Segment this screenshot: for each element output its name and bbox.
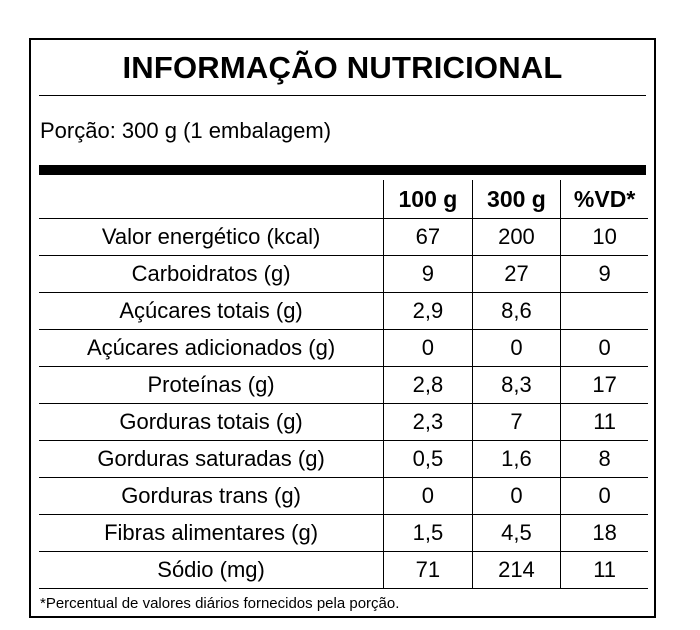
table-row: Gorduras totais (g) 2,3 7 11: [39, 403, 648, 441]
label-title: INFORMAÇÃO NUTRICIONAL: [122, 50, 563, 85]
nutrition-facts-label: INFORMAÇÃO NUTRICIONAL Porção: 300 g (1 …: [29, 38, 656, 618]
value-percent-dv: 0: [560, 329, 648, 367]
value-percent-dv: 8: [560, 440, 648, 478]
column-header-300g: 300 g: [471, 180, 561, 219]
value-percent-dv: [560, 292, 648, 330]
title-divider: [39, 95, 646, 96]
thick-divider: [39, 165, 646, 175]
value-per-300g: 0: [471, 477, 561, 515]
value-per-300g: 8,6: [471, 292, 561, 330]
value-per-100g: 9: [383, 255, 473, 293]
table-row: Sódio (mg) 71 214 11: [39, 551, 648, 589]
value-percent-dv: 0: [560, 477, 648, 515]
value-percent-dv: 11: [560, 403, 648, 441]
value-percent-dv: 10: [560, 218, 648, 256]
nutrient-name: Valor energético (kcal): [39, 218, 384, 256]
column-header-vd: %VD*: [560, 180, 648, 219]
value-per-100g: 0: [383, 329, 473, 367]
value-per-300g: 4,5: [471, 514, 561, 552]
value-per-300g: 1,6: [471, 440, 561, 478]
table-header-row: 100 g 300 g %VD*: [39, 180, 648, 219]
value-per-300g: 27: [471, 255, 561, 293]
value-per-100g: 67: [383, 218, 473, 256]
value-percent-dv: 17: [560, 366, 648, 404]
table-row: Açúcares totais (g) 2,9 8,6: [39, 292, 648, 330]
nutrient-name: Fibras alimentares (g): [39, 514, 384, 552]
footnote: *Percentual de valores diários fornecido…: [40, 595, 400, 612]
value-per-100g: 0,5: [383, 440, 473, 478]
table-row: Gorduras trans (g) 0 0 0: [39, 477, 648, 515]
nutrient-name: Proteínas (g): [39, 366, 384, 404]
value-per-100g: 1,5: [383, 514, 473, 552]
nutrition-table: 100 g 300 g %VD* Valor energético (kcal)…: [39, 180, 648, 589]
value-per-100g: 2,9: [383, 292, 473, 330]
value-per-300g: 200: [471, 218, 561, 256]
value-percent-dv: 11: [560, 551, 648, 589]
table-row: Carboidratos (g) 9 27 9: [39, 255, 648, 293]
serving-size: Porção: 300 g (1 embalagem): [40, 118, 332, 143]
header-blank-cell: [39, 180, 384, 219]
value-per-300g: 7: [471, 403, 561, 441]
nutrient-name: Carboidratos (g): [39, 255, 384, 293]
value-percent-dv: 18: [560, 514, 648, 552]
value-per-100g: 2,3: [383, 403, 473, 441]
nutrient-name: Gorduras trans (g): [39, 477, 384, 515]
table-row: Proteínas (g) 2,8 8,3 17: [39, 366, 648, 404]
table-row: Fibras alimentares (g) 1,5 4,5 18: [39, 514, 648, 552]
value-per-300g: 214: [471, 551, 561, 589]
value-per-100g: 71: [383, 551, 473, 589]
table-row: Açúcares adicionados (g) 0 0 0: [39, 329, 648, 367]
table-row: Valor energético (kcal) 67 200 10: [39, 218, 648, 256]
value-per-300g: 8,3: [471, 366, 561, 404]
value-per-100g: 0: [383, 477, 473, 515]
nutrient-name: Açúcares adicionados (g): [39, 329, 384, 367]
table-row: Gorduras saturadas (g) 0,5 1,6 8: [39, 440, 648, 478]
nutrient-name: Sódio (mg): [39, 551, 384, 589]
column-header-100g: 100 g: [383, 180, 473, 219]
nutrient-name: Gorduras saturadas (g): [39, 440, 384, 478]
nutrient-name: Açúcares totais (g): [39, 292, 384, 330]
value-percent-dv: 9: [560, 255, 648, 293]
value-per-300g: 0: [471, 329, 561, 367]
nutrient-name: Gorduras totais (g): [39, 403, 384, 441]
value-per-100g: 2,8: [383, 366, 473, 404]
